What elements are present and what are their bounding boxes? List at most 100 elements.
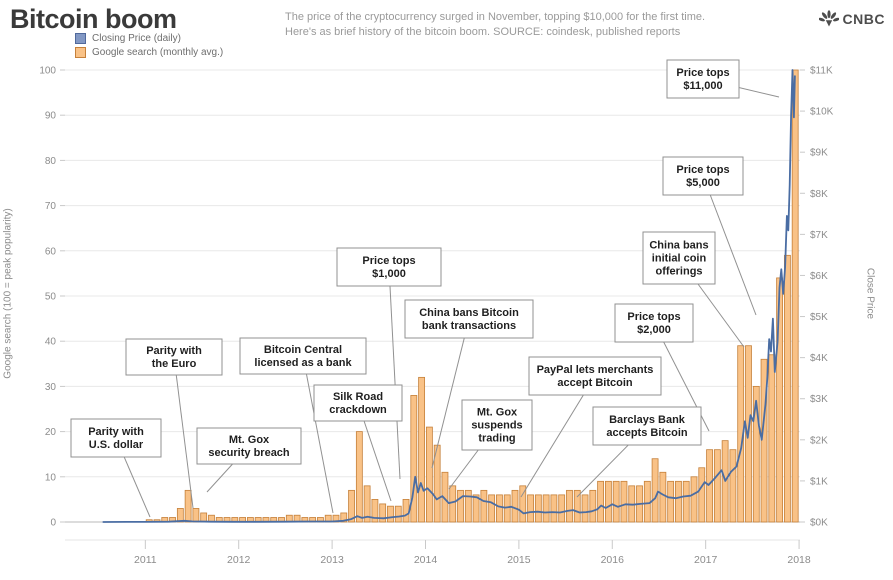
page-title: Bitcoin boom <box>10 4 177 34</box>
annotation-text: Bitcoin Central <box>264 344 342 356</box>
search-bar <box>760 358 768 523</box>
search-bar <box>706 449 713 523</box>
annotation-text: crackdown <box>329 404 387 416</box>
search-bar <box>667 480 675 523</box>
search-bar <box>713 449 721 523</box>
annotation-box <box>404 299 534 339</box>
annotation-text: accept Bitcoin <box>557 377 632 389</box>
search-bar <box>519 485 527 523</box>
annotation-box <box>313 384 403 422</box>
annotation-text: PayPal lets merchants <box>537 364 654 376</box>
annotation-text: Parity with <box>146 345 202 357</box>
search-bar <box>340 512 348 523</box>
annotation-text: Price tops <box>676 67 729 79</box>
right-axis-tick-label: $1K <box>810 476 828 487</box>
annotation-text: Silk Road <box>333 391 383 403</box>
right-axis-tick-label: $10K <box>810 107 834 118</box>
annotation-text: $5,000 <box>686 177 720 189</box>
annotation-box <box>461 399 533 451</box>
search-bar <box>729 449 737 523</box>
annotation-text: initial coin <box>652 253 707 265</box>
google-search-swatch-icon <box>75 47 86 58</box>
left-axis-tick-label: 20 <box>45 427 57 438</box>
annotation-box <box>642 231 716 285</box>
x-axis-year-label: 2017 <box>694 554 718 566</box>
annotation-text: Mt. Gox <box>229 434 270 446</box>
search-bar <box>783 254 791 523</box>
annotation-box <box>662 156 744 196</box>
closing-price-swatch-icon <box>75 33 86 44</box>
annotation-text: Parity with <box>88 426 144 438</box>
annotation-text: offerings <box>655 266 702 278</box>
closing-price-line <box>102 69 796 523</box>
search-bar <box>776 277 784 523</box>
search-bar <box>791 69 799 523</box>
search-bar <box>488 494 496 523</box>
search-bar <box>573 489 581 523</box>
annotation-text: suspends <box>471 420 522 432</box>
annotation-text: security breach <box>208 447 290 459</box>
left-axis-tick-label: 30 <box>45 382 57 393</box>
search-bar <box>690 476 698 523</box>
search-bar <box>200 512 208 523</box>
x-axis-year-label: 2011 <box>134 554 157 566</box>
right-axis-ticks: $0K $1K $2K $3K $4K $5K $6K $7K $8K $9K $10K $11K <box>800 66 834 529</box>
annotation-text: $2,000 <box>637 324 671 336</box>
search-bar <box>534 494 542 523</box>
right-axis-tick-label: $3K <box>810 394 828 405</box>
annotation-text: the Euro <box>152 358 197 370</box>
x-axis-year-label: 2015 <box>507 554 531 566</box>
search-bar <box>620 480 628 523</box>
annotation-box <box>70 418 162 458</box>
cnbc-logo-text: CNBC <box>842 10 885 27</box>
cnbc-peacock-icon <box>818 10 839 27</box>
left-axis-tick-label: 90 <box>45 111 57 122</box>
x-axis-year-label: 2016 <box>601 554 625 566</box>
left-axis-tick-label: 50 <box>45 292 57 303</box>
annotation-text: bank transactions <box>422 320 516 332</box>
left-axis-tick-label: 60 <box>45 246 57 257</box>
search-bar <box>363 485 371 523</box>
search-bar <box>464 489 472 523</box>
search-bar <box>503 494 511 523</box>
search-bar <box>184 489 192 523</box>
search-bar <box>698 467 706 523</box>
subtitle-line-2: Here's as brief history of the bitcoin b… <box>285 26 681 38</box>
search-bar <box>371 498 379 523</box>
x-axis-year-label: 2013 <box>320 554 344 566</box>
search-bar <box>387 505 394 523</box>
search-bar <box>355 431 363 523</box>
right-axis-tick-label: $9K <box>810 148 828 159</box>
search-bar <box>566 489 573 523</box>
search-bar <box>651 458 659 523</box>
annotation-text: licensed as a bank <box>254 357 352 369</box>
search-bar <box>472 494 480 523</box>
search-bar <box>550 494 558 523</box>
search-bar <box>410 395 418 523</box>
left-axis-tick-label: 100 <box>39 66 56 77</box>
annotation-box <box>336 247 442 287</box>
x-axis: 2011 2012 2013 2014 2015 2016 2017 2018 <box>65 539 811 566</box>
legend-item-google-search: Google search (monthly avg.) <box>75 47 223 58</box>
right-axis-tick-label: $0K <box>810 518 828 529</box>
search-bar <box>581 494 589 523</box>
annotation-box <box>239 337 367 375</box>
right-axis-tick-label: $6K <box>810 271 828 282</box>
annotation-box <box>592 406 702 446</box>
search-bar <box>612 480 620 523</box>
right-axis-tick-label: $2K <box>810 435 828 446</box>
search-bar <box>418 376 426 523</box>
left-axis-tick-label: 0 <box>50 518 56 529</box>
left-axis-tick-label: 80 <box>45 156 57 167</box>
right-axis-tick-label: $5K <box>810 312 828 323</box>
search-bar <box>682 480 690 523</box>
annotation-text: Price tops <box>676 164 729 176</box>
annotation-text: accepts Bitcoin <box>606 427 688 439</box>
annotation-text: Mt. Gox <box>477 407 518 419</box>
search-bar <box>176 508 184 523</box>
search-bar <box>402 498 410 523</box>
annotation-text: $11,000 <box>683 80 722 92</box>
